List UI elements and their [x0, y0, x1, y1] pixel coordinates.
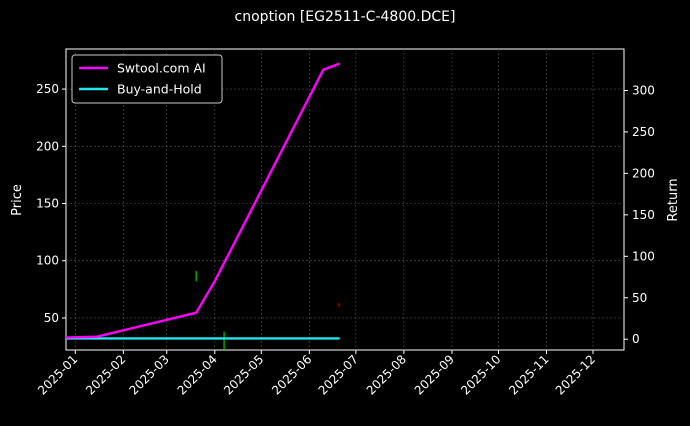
y-right-axis-label: Return — [666, 178, 681, 221]
y-right-tick-label: 250 — [632, 125, 655, 139]
x-tick-label: 2025-10 — [458, 352, 503, 397]
legend-label: Buy-and-Hold — [117, 82, 202, 97]
legend-label: Swtool.com AI — [117, 61, 206, 76]
y-right-tick-label: 50 — [632, 291, 647, 305]
plot-frame — [65, 48, 625, 351]
x-tick-label: 2025-02 — [83, 352, 128, 397]
x-tick-label: 2025-06 — [269, 352, 314, 397]
y-right-tick-label: 200 — [632, 166, 655, 180]
series-lines — [64, 62, 340, 340]
legend: Swtool.com AI Buy-and-Hold — [71, 54, 223, 104]
x-tick-label: 2025-08 — [364, 352, 409, 397]
y-right-tick-label: 300 — [632, 83, 655, 97]
x-tick-label: 2025-05 — [221, 352, 266, 397]
y-right-axis: 0 50 100 150 200 250 300 — [624, 83, 655, 346]
y-left-axis: 50 100 150 200 250 — [36, 82, 66, 325]
y-left-tick-label: 150 — [36, 197, 59, 211]
y-left-axis-label: Price — [10, 184, 25, 216]
y-left-tick-label: 50 — [44, 311, 59, 325]
y-left-tick-label: 200 — [36, 139, 59, 153]
x-tick-label: 2025-01 — [35, 352, 80, 397]
y-left-tick-label: 250 — [36, 82, 59, 96]
y-right-tick-label: 100 — [632, 249, 655, 263]
x-tick-label: 2025-09 — [412, 352, 457, 397]
x-tick-label: 2025-11 — [506, 352, 551, 397]
x-tick-label: 2025-12 — [553, 352, 598, 397]
y-left-tick-label: 100 — [36, 254, 59, 268]
chart-title: cnoption [EG2511-C-4800.DCE] — [235, 9, 456, 25]
series-line-swtool-com-ai — [64, 62, 340, 339]
x-tick-label: 2025-04 — [175, 352, 220, 397]
y-right-tick-label: 0 — [632, 332, 640, 346]
y-right-tick-label: 150 — [632, 208, 655, 222]
legend-box — [71, 54, 223, 104]
trade-markers — [195, 271, 340, 350]
x-tick-label: 2025-07 — [316, 352, 361, 397]
x-tick-label: 2025-03 — [127, 352, 172, 397]
